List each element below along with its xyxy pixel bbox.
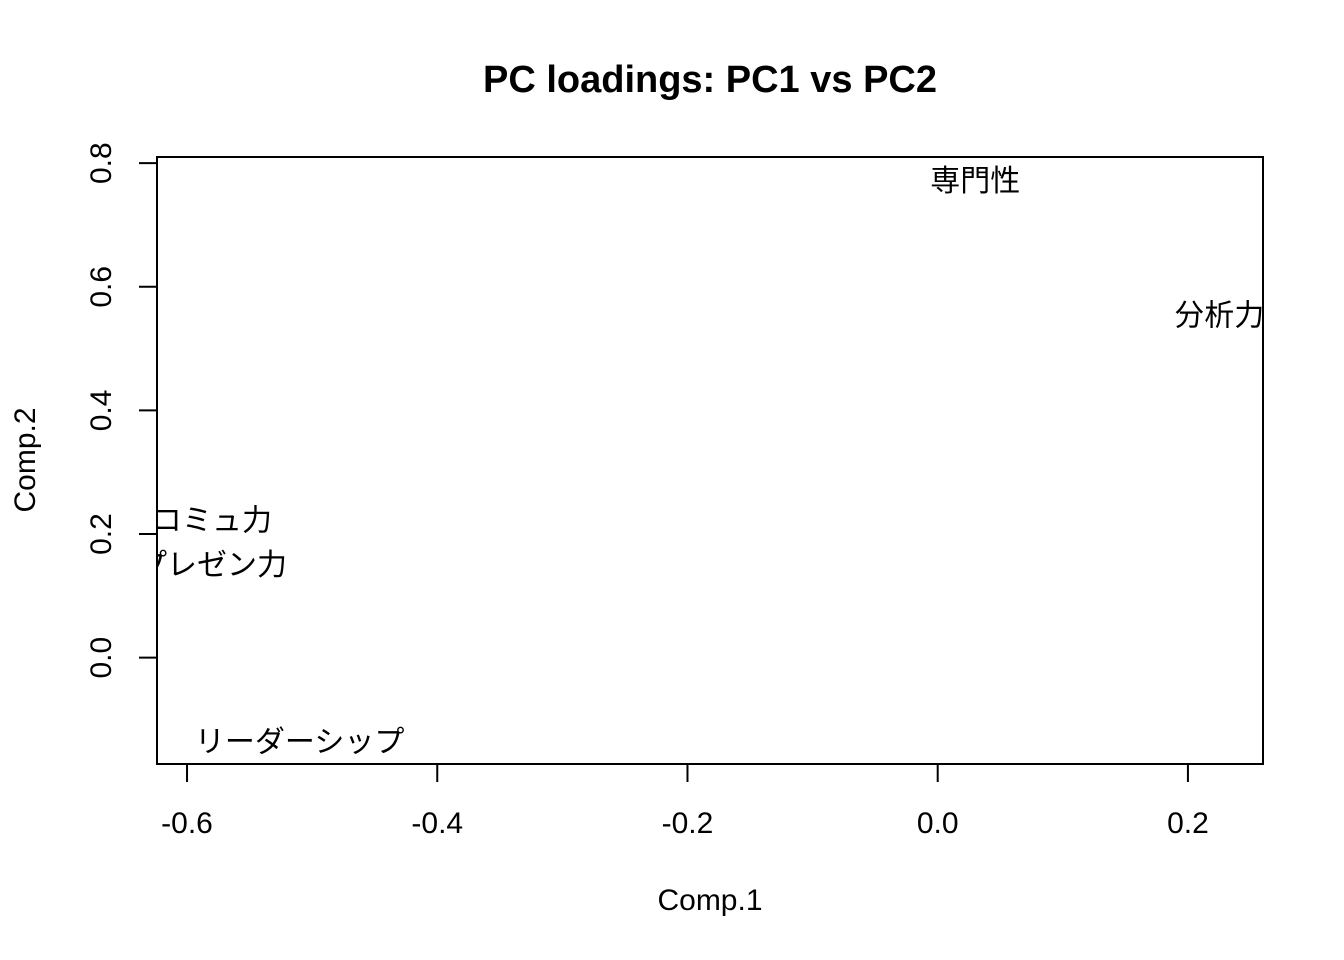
loading-point-label: 分析力 (1174, 299, 1264, 332)
loading-point-label: リーダーシップ (195, 726, 404, 759)
x-tick-label: -0.2 (662, 807, 714, 840)
y-tick-label: 0.6 (85, 266, 118, 308)
x-axis-label: Comp.1 (657, 884, 762, 917)
x-tick-label: 0.0 (917, 807, 959, 840)
x-tick-label: -0.4 (411, 807, 463, 840)
y-axis: 0.0 0.2 0.4 0.6 0.8 (85, 142, 157, 679)
y-tick-label: 0.8 (85, 142, 118, 184)
chart-title: PC loadings: PC1 vs PC2 (483, 59, 937, 101)
x-tick-label: 0.2 (1167, 807, 1209, 840)
loading-point-label: プレゼン力 (137, 549, 287, 582)
loading-point-label: コミュ力 (152, 505, 272, 538)
y-tick-label: 0.0 (85, 637, 118, 679)
y-axis-label: Comp.2 (9, 407, 42, 512)
x-tick-label: -0.6 (161, 807, 213, 840)
y-tick-label: 0.2 (85, 513, 118, 555)
plot-area-frame (156, 156, 1264, 765)
y-tick-label: 0.4 (85, 390, 118, 432)
loading-point-label: 専門性 (930, 165, 1020, 198)
x-axis: -0.6 -0.4 -0.2 0.0 0.2 (161, 764, 1209, 840)
